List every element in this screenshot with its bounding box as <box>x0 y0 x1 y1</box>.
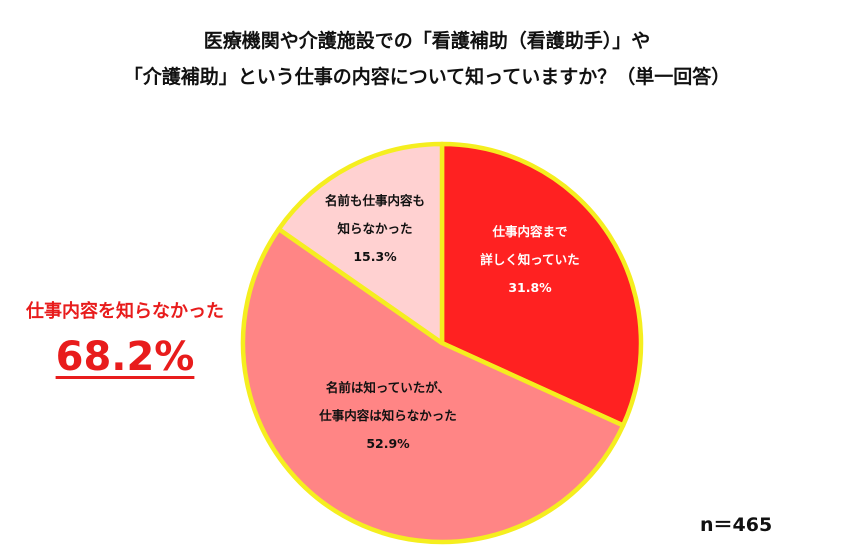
slice-value-label: 31.8% <box>508 280 552 295</box>
slice-category-label: 知らなかった <box>336 221 412 236</box>
slice-category-label: 仕事内容まで <box>491 224 567 239</box>
slice-value-label: 15.3% <box>353 249 397 264</box>
slice-category-label: 名前も仕事内容も <box>325 193 425 208</box>
slice-category-label: 詳しく知っていた <box>480 252 579 267</box>
pie-slice <box>276 141 445 346</box>
pie-slice <box>439 141 644 428</box>
sample-size: n＝465 <box>700 514 773 536</box>
chart-title-line1: 医療機関や介護施設での「看護補助（看護助手）」や <box>203 30 651 52</box>
pie-slice <box>240 226 626 545</box>
chart-title-line2: 「介護補助」という仕事の内容について知っていますか？（単一回答） <box>123 66 731 88</box>
slice-value-label: 52.9% <box>366 436 410 451</box>
callout-value: 68.2% <box>55 334 195 380</box>
slice-category-label: 名前は知っていたが、 <box>326 380 450 395</box>
callout-label: 仕事内容を知らなかった <box>26 301 224 322</box>
slice-category-label: 仕事内容は知らなかった <box>318 408 457 423</box>
